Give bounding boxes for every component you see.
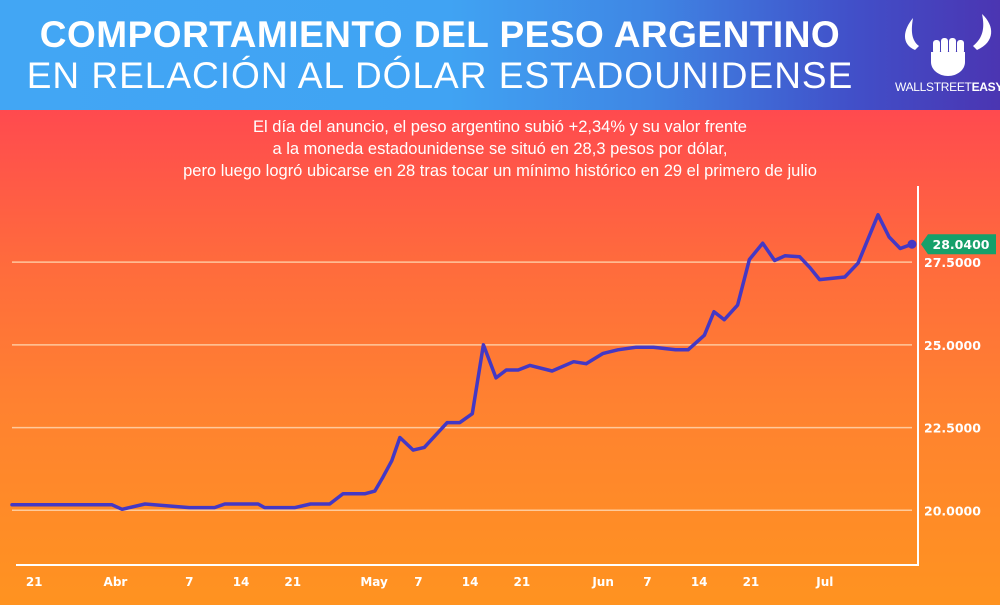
x-tick-label: 21 (743, 575, 760, 589)
series-layer (10, 213, 917, 512)
last-value-layer: 28.0400 (921, 234, 996, 255)
x-tick-label: 7 (643, 575, 651, 589)
wallstreeteasy-logo: WALLSTREETEASY (895, 10, 1000, 100)
x-tick-label: Jul (815, 575, 833, 589)
x-tick-label: 14 (462, 575, 479, 589)
title-line-2: EN RELACIÓN AL DÓLAR ESTADOUNIDENSE (26, 55, 854, 96)
x-tick-label: 21 (284, 575, 301, 589)
x-tick-label: May (360, 575, 388, 589)
x-tick-label: Abr (104, 575, 128, 589)
last-value-label: 28.0400 (933, 237, 990, 252)
gridlines (12, 261, 912, 512)
chart-annotation: El día del anuncio, el peso argentino su… (0, 116, 1000, 182)
axes (16, 186, 919, 566)
y-tick-label: 22.5000 (924, 421, 981, 436)
brand-text: WALLSTREETEASY (895, 80, 1000, 94)
x-tick-label: Jun (591, 575, 614, 589)
bull-fist-icon (905, 14, 992, 76)
x-tick-label: 7 (185, 575, 193, 589)
annotation-line: pero luego logró ubicarse en 28 tras toc… (183, 162, 817, 180)
chart-background (0, 110, 1000, 605)
last-point-marker (907, 239, 917, 249)
y-tick-labels: 20.0000 22.5000 25.0000 27.5000 (924, 255, 981, 518)
y-tick-label: 20.0000 (924, 503, 981, 518)
annotation-line: a la moneda estadounidense se situó en 2… (272, 140, 728, 158)
header-banner: COMPORTAMIENTO DEL PESO ARGENTINO EN REL… (0, 0, 1000, 110)
x-tick-label: 14 (691, 575, 708, 589)
x-tick-label: 14 (233, 575, 250, 589)
y-tick-label: 27.5000 (924, 255, 981, 270)
x-tick-labels: 21 Abr 7 14 21 May 7 14 21 Jun 7 14 21 Jul (26, 575, 834, 589)
title-line-1: COMPORTAMIENTO DEL PESO ARGENTINO (39, 14, 841, 55)
x-tick-label: 7 (414, 575, 422, 589)
y-tick-label: 25.0000 (924, 338, 981, 353)
x-tick-label: 21 (514, 575, 531, 589)
series-line (10, 213, 914, 512)
x-tick-label: 21 (26, 575, 43, 589)
annotation-line: El día del anuncio, el peso argentino su… (253, 118, 747, 136)
last-value-badge (921, 234, 996, 255)
